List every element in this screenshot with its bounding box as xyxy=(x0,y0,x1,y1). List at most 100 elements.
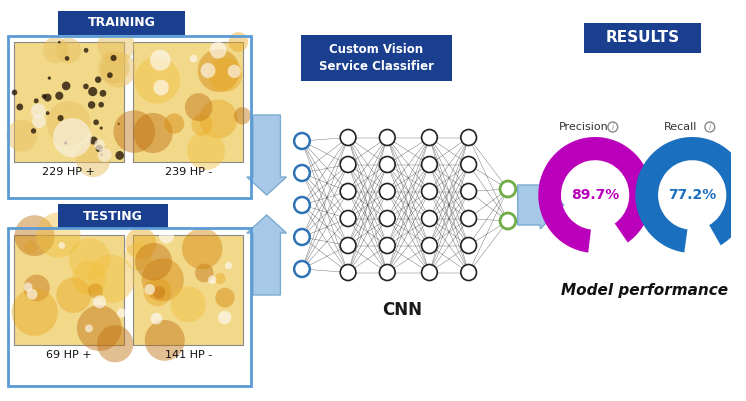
FancyBboxPatch shape xyxy=(301,35,452,81)
Wedge shape xyxy=(145,284,155,295)
Text: CNN: CNN xyxy=(382,301,422,319)
Polygon shape xyxy=(247,115,286,195)
Circle shape xyxy=(294,133,310,149)
Wedge shape xyxy=(98,102,104,107)
Circle shape xyxy=(421,156,437,172)
Wedge shape xyxy=(539,137,652,253)
Wedge shape xyxy=(83,83,89,89)
Wedge shape xyxy=(12,289,58,336)
FancyBboxPatch shape xyxy=(584,23,700,53)
Wedge shape xyxy=(46,101,91,146)
Circle shape xyxy=(500,181,515,197)
Wedge shape xyxy=(98,51,130,84)
Wedge shape xyxy=(95,76,101,83)
Wedge shape xyxy=(42,94,46,99)
Wedge shape xyxy=(56,277,92,313)
FancyBboxPatch shape xyxy=(58,204,168,228)
Circle shape xyxy=(421,211,437,227)
Wedge shape xyxy=(187,131,225,170)
Wedge shape xyxy=(189,55,197,62)
Wedge shape xyxy=(125,227,157,259)
Wedge shape xyxy=(27,289,37,300)
Circle shape xyxy=(340,265,356,281)
Wedge shape xyxy=(55,92,63,100)
Wedge shape xyxy=(234,107,251,124)
Circle shape xyxy=(340,130,356,146)
Wedge shape xyxy=(144,278,172,306)
Circle shape xyxy=(340,184,356,200)
Text: 229 HP +: 229 HP + xyxy=(43,167,95,177)
Circle shape xyxy=(380,130,395,146)
Circle shape xyxy=(421,130,437,146)
Wedge shape xyxy=(636,137,746,253)
Wedge shape xyxy=(87,255,135,303)
Wedge shape xyxy=(218,311,231,324)
Wedge shape xyxy=(34,98,39,103)
Wedge shape xyxy=(215,273,225,284)
Wedge shape xyxy=(14,215,54,256)
Wedge shape xyxy=(23,275,50,302)
Wedge shape xyxy=(142,258,184,301)
Circle shape xyxy=(380,184,395,200)
Wedge shape xyxy=(185,93,213,121)
Wedge shape xyxy=(101,154,103,156)
Wedge shape xyxy=(23,282,32,292)
Wedge shape xyxy=(150,50,171,71)
Circle shape xyxy=(340,156,356,172)
Circle shape xyxy=(461,211,477,227)
Wedge shape xyxy=(208,57,242,92)
Wedge shape xyxy=(100,90,107,97)
Wedge shape xyxy=(153,286,166,299)
Wedge shape xyxy=(216,288,235,308)
Bar xyxy=(8,228,251,386)
Wedge shape xyxy=(117,123,120,125)
Wedge shape xyxy=(116,151,124,160)
Wedge shape xyxy=(58,41,60,44)
Wedge shape xyxy=(154,80,169,95)
Wedge shape xyxy=(53,118,92,157)
Wedge shape xyxy=(31,128,36,134)
Text: 239 HP -: 239 HP - xyxy=(165,167,212,177)
Wedge shape xyxy=(88,101,95,109)
Wedge shape xyxy=(44,93,51,101)
Text: RESULTS: RESULTS xyxy=(605,30,680,45)
Wedge shape xyxy=(191,114,213,136)
Wedge shape xyxy=(72,260,106,295)
Bar xyxy=(13,42,124,162)
Bar xyxy=(134,42,243,162)
Circle shape xyxy=(294,229,310,245)
Circle shape xyxy=(294,261,310,277)
Wedge shape xyxy=(228,65,241,78)
Wedge shape xyxy=(84,48,89,53)
Wedge shape xyxy=(110,55,116,61)
Circle shape xyxy=(380,211,395,227)
Circle shape xyxy=(294,197,310,213)
Circle shape xyxy=(340,211,356,227)
Text: TRAINING: TRAINING xyxy=(87,16,155,30)
Wedge shape xyxy=(134,57,181,104)
Wedge shape xyxy=(101,52,136,87)
Wedge shape xyxy=(48,76,51,80)
Circle shape xyxy=(461,130,477,146)
Text: 69 HP +: 69 HP + xyxy=(46,350,92,360)
Text: 89.7%: 89.7% xyxy=(571,188,619,202)
Wedge shape xyxy=(95,145,103,152)
Wedge shape xyxy=(100,126,103,130)
Wedge shape xyxy=(58,242,65,249)
Wedge shape xyxy=(159,228,174,243)
Wedge shape xyxy=(98,148,111,162)
Circle shape xyxy=(294,165,310,181)
Wedge shape xyxy=(93,295,106,308)
Bar xyxy=(8,36,251,198)
Wedge shape xyxy=(98,26,134,64)
Wedge shape xyxy=(12,89,17,95)
Circle shape xyxy=(461,156,477,172)
Circle shape xyxy=(340,237,356,253)
Wedge shape xyxy=(90,136,98,145)
Bar xyxy=(13,235,124,345)
Wedge shape xyxy=(88,87,97,96)
Text: Custom Vision
Service Classifier: Custom Vision Service Classifier xyxy=(319,43,434,73)
Circle shape xyxy=(421,237,437,253)
Wedge shape xyxy=(208,275,216,284)
Circle shape xyxy=(461,184,477,200)
